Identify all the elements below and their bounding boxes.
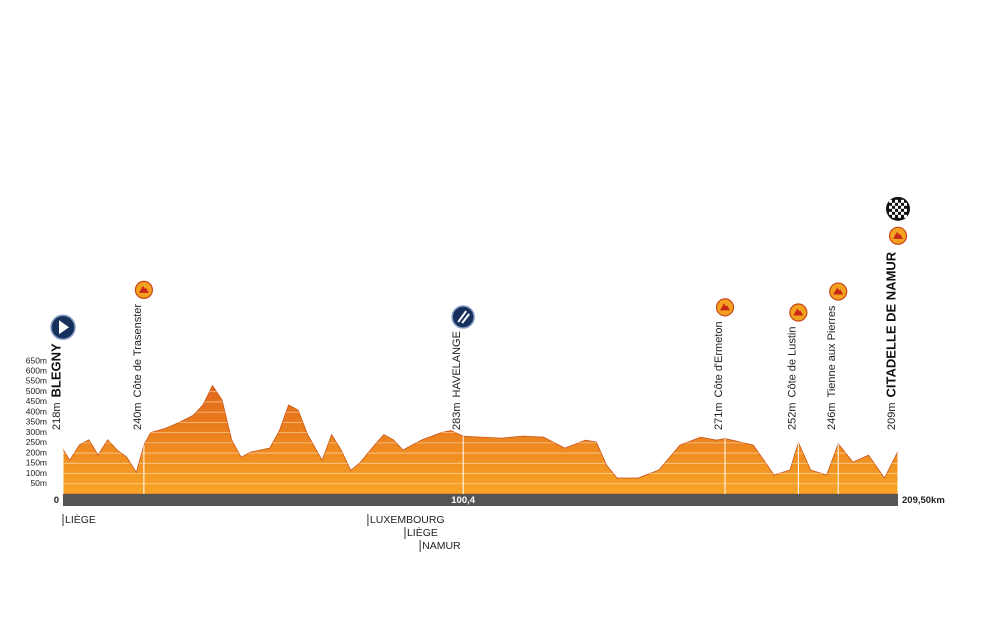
region-label: NAMUR [422, 540, 461, 552]
finish-square [901, 205, 904, 209]
finish-square [892, 208, 895, 212]
finish-square [904, 214, 907, 218]
point-name: Côte de Lustin [786, 327, 798, 398]
y-tick-label: 100m [26, 468, 47, 478]
altitude-label: 209m [886, 402, 898, 430]
y-tick-label: 400m [26, 406, 47, 416]
climb-icon-mountain [793, 308, 804, 316]
point-name: CITADELLE DE NAMUR [883, 251, 898, 397]
finish-square [895, 205, 898, 209]
finish-square [889, 211, 892, 215]
region-label: LIÈGE [407, 526, 438, 539]
y-tick-label: 200m [26, 447, 47, 457]
climb-icon-mountain [893, 231, 903, 239]
y-tick-label: 350m [26, 417, 47, 427]
finish-square [898, 208, 901, 212]
point-name: Côte d'Ermeton [713, 321, 725, 397]
point-name: HAVELANGE [451, 331, 463, 397]
finish-square [901, 211, 904, 215]
finish-flag [889, 199, 907, 218]
y-tick-label: 450m [26, 396, 47, 406]
feed-icon [451, 305, 475, 329]
altitude-label: 246m [826, 402, 838, 430]
point-name: Tienne aux Pierres [826, 305, 838, 397]
y-tick-label: 150m [26, 458, 47, 468]
altitude-label: 218m [51, 402, 63, 430]
finish-square [898, 202, 901, 206]
point-name: Côte de Trasenster [132, 304, 144, 398]
finish-square [889, 205, 892, 209]
climb-icon-mountain [833, 287, 844, 295]
finish-square [892, 202, 895, 206]
y-tick-label: 500m [26, 386, 47, 396]
altitude-label: 271m [713, 402, 725, 430]
finish-square [901, 199, 904, 203]
distance-bar [63, 494, 898, 506]
x-tick-label: 209,50km [902, 495, 945, 506]
y-tick-label: 650m [26, 355, 47, 365]
y-tick-label: 550m [26, 376, 47, 386]
climb-icon-mountain [720, 303, 731, 311]
altitude-label: 240m [132, 402, 144, 430]
point-name: BLEGNY [48, 343, 63, 398]
finish-square [889, 199, 892, 203]
finish-square [898, 214, 901, 218]
y-tick-label: 50m [30, 478, 47, 488]
start-icon-arrow [59, 320, 69, 335]
altitude-label: 252m [786, 402, 798, 430]
finish-square [892, 214, 895, 218]
y-tick-label: 250m [26, 437, 47, 447]
x-tick-label: 0 [54, 495, 59, 506]
region-label: LIÈGE [65, 513, 96, 526]
x-tick-label: 100,4 [451, 495, 475, 506]
finish-square [895, 199, 898, 203]
finish-square [904, 208, 907, 212]
finish-square [904, 202, 907, 206]
feed-icon-fork [457, 310, 470, 324]
y-tick-label: 300m [26, 427, 47, 437]
climb-icon-mountain [138, 285, 149, 293]
altitude-label: 283m [451, 402, 463, 430]
finish-square [895, 211, 898, 215]
region-label: LUXEMBOURG [370, 514, 445, 526]
y-tick-label: 600m [26, 365, 47, 375]
elevation-area [62, 384, 899, 495]
